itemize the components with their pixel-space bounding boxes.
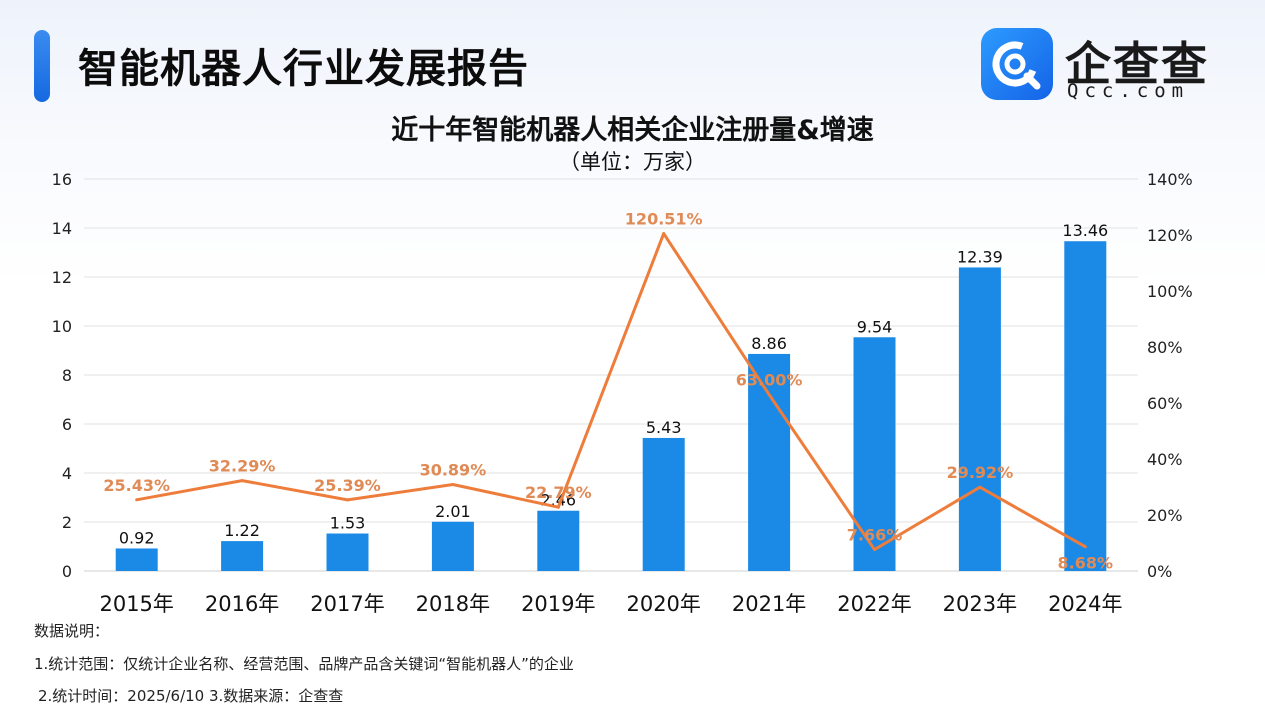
x-tick-label: 2017年	[310, 592, 384, 616]
notes-line-1: 1.统计范围：仅统计企业名称、经营范围、品牌产品含关键词“智能机器人”的企业	[34, 655, 574, 673]
growth-point	[346, 498, 349, 502]
y-left-tick-label: 8	[62, 366, 72, 385]
x-tick-label: 2021年	[732, 592, 806, 616]
bar-value-label: 2.01	[435, 502, 471, 521]
x-tick-label: 2018年	[416, 592, 490, 616]
bar	[431, 521, 474, 571]
x-tick-label: 2022年	[837, 592, 911, 616]
bar	[642, 437, 685, 571]
growth-point	[451, 483, 455, 487]
bar-value-label: 12.39	[957, 247, 1003, 266]
growth-point	[662, 232, 666, 236]
y-right-tick-label: 40%	[1147, 450, 1183, 469]
qcc-logo-icon	[981, 28, 1053, 100]
bar-value-label: 0.92	[119, 528, 155, 547]
growth-value-label: 22.79%	[525, 483, 592, 502]
bar	[221, 541, 264, 571]
y-left-tick-label: 6	[62, 415, 72, 434]
x-tick-label: 2020年	[626, 592, 700, 616]
x-tick-label: 2015年	[99, 592, 173, 616]
report-title: 智能机器人行业发展报告	[78, 46, 529, 92]
bar-value-label: 13.46	[1062, 221, 1108, 240]
growth-point	[1083, 545, 1087, 549]
y-left-tick-label: 12	[52, 268, 72, 287]
growth-point	[556, 505, 560, 509]
y-left-tick-label: 0	[62, 562, 72, 581]
y-right-tick-label: 120%	[1147, 226, 1193, 245]
growth-value-label: 30.89%	[420, 461, 487, 480]
x-tick-label: 2019年	[521, 592, 595, 616]
growth-value-label: 8.68%	[1058, 554, 1114, 573]
growth-value-label: 29.92%	[947, 463, 1014, 482]
y-left-tick-label: 14	[52, 219, 72, 238]
bar	[537, 510, 580, 571]
growth-value-label: 32.29%	[209, 457, 276, 476]
growth-value-label: 25.39%	[314, 476, 381, 495]
growth-point	[240, 479, 244, 483]
growth-line	[136, 232, 1087, 552]
y-right-tick-label: 80%	[1147, 338, 1183, 357]
notes-line-2: 2.统计时间：2025/6/10 3.数据来源：企查查	[38, 687, 344, 705]
bar	[853, 337, 896, 571]
y-right-tick-label: 0%	[1147, 562, 1172, 581]
y-right-tick-label: 140%	[1147, 170, 1193, 189]
bar-value-label: 1.22	[224, 521, 260, 540]
bar	[1064, 241, 1107, 572]
bar-value-label: 1.53	[330, 514, 366, 533]
growth-value-label: 7.66%	[847, 526, 903, 545]
growth-point	[873, 548, 876, 552]
x-tick-label: 2023年	[943, 592, 1017, 616]
growth-value-label: 63.00%	[736, 371, 803, 390]
x-tick-label: 2024年	[1048, 592, 1122, 616]
y-right-tick-label: 60%	[1147, 394, 1183, 413]
growth-value-label: 120.51%	[625, 210, 703, 229]
qcc-logo: 企查查 Qcc.com	[981, 28, 1221, 104]
title-accent-bar	[34, 30, 50, 102]
growth-value-label: 25.43%	[103, 476, 170, 495]
chart-subtitle: （单位：万家）	[559, 150, 706, 174]
y-left-tick-label: 2	[62, 513, 72, 532]
bar-value-label: 9.54	[857, 317, 893, 336]
bar-value-label: 8.86	[751, 334, 787, 353]
y-right-tick-label: 100%	[1147, 282, 1193, 301]
y-right-tick-label: 20%	[1147, 506, 1183, 525]
x-tick-label: 2016年	[205, 592, 279, 616]
bar	[748, 353, 791, 571]
chart-title: 近十年智能机器人相关企业注册量&增速	[391, 115, 874, 146]
y-left-tick-label: 16	[52, 170, 72, 189]
growth-point	[978, 485, 982, 489]
logo-name: 企查查	[1065, 37, 1209, 91]
bar	[115, 548, 158, 571]
logo-domain: Qcc.com	[1067, 80, 1190, 102]
bar	[958, 267, 1001, 571]
growth-point	[767, 393, 771, 397]
bar-value-label: 5.43	[646, 418, 682, 437]
growth-point	[135, 498, 139, 502]
notes-heading: 数据说明：	[34, 622, 110, 640]
y-left-tick-label: 4	[62, 464, 72, 483]
bar	[326, 533, 369, 571]
y-left-tick-label: 10	[52, 317, 72, 336]
